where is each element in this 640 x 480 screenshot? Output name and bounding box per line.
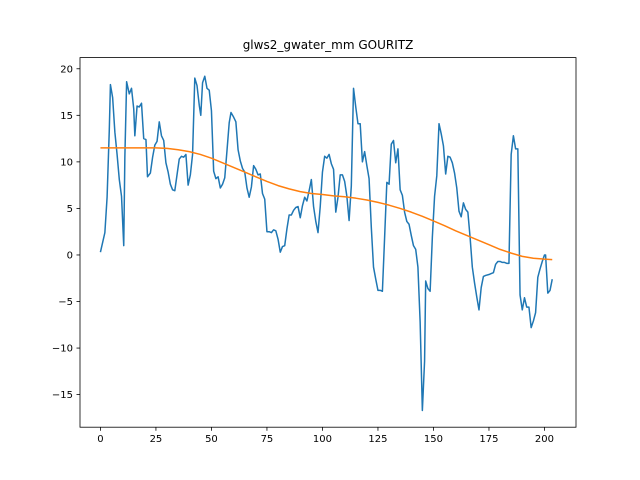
x-tick-label: 50: [205, 434, 218, 445]
x-tick-label: 0: [97, 434, 103, 445]
series-line-2: [100, 147, 553, 261]
plot-frame: [79, 57, 577, 428]
y-tick-label: 15: [60, 111, 73, 122]
y-tick-label: 5: [67, 204, 73, 215]
x-tick-label: 150: [424, 434, 443, 445]
x-tick-label: 200: [535, 434, 554, 445]
y-tick-label: 10: [60, 157, 73, 168]
x-tick-label: 125: [368, 434, 387, 445]
y-tick-label: −10: [52, 344, 73, 355]
x-axis: 0 25 50 75 100 125 150 175 200: [97, 427, 554, 445]
y-tick-label: −15: [52, 390, 73, 401]
x-tick-label: 75: [261, 434, 274, 445]
x-tick-label: 25: [150, 434, 163, 445]
series-line-1: [99, 75, 553, 412]
y-axis: −15 −10 −5 0 5 10 15 20: [52, 64, 80, 401]
y-tick-label: 0: [67, 250, 73, 261]
series-layer: [99, 75, 553, 412]
x-tick-label: 175: [479, 434, 498, 445]
y-tick-label: 20: [60, 64, 73, 75]
chart-title: glws2_gwater_mm GOURITZ: [243, 38, 414, 52]
y-tick-label: −5: [58, 297, 73, 308]
x-tick-label: 100: [313, 434, 332, 445]
